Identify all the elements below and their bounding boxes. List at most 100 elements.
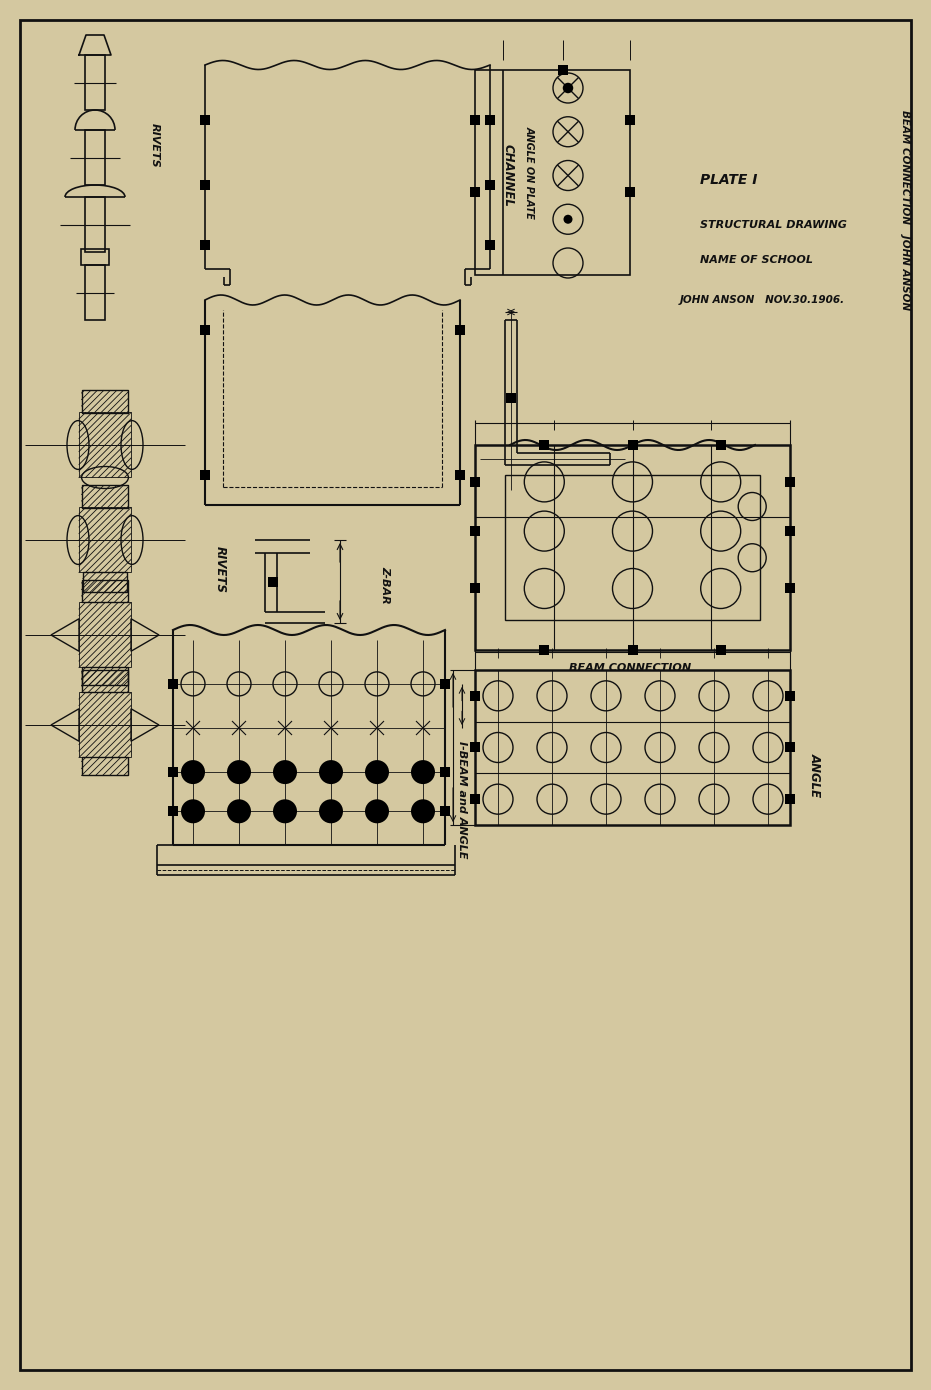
Bar [82,581,128,602]
Ellipse shape [82,467,128,488]
Bar [79,602,131,667]
Bar [168,767,178,777]
Bar [83,573,128,592]
Text: RIVETS: RIVETS [150,122,160,167]
Circle shape [411,799,435,823]
Bar [81,249,109,265]
Bar [470,115,480,125]
Bar [82,667,128,685]
Bar [440,767,450,777]
Bar [85,265,105,320]
Circle shape [562,83,573,93]
Bar [85,56,105,110]
Bar [539,441,549,450]
Bar [79,507,131,573]
Bar [485,179,495,190]
Circle shape [273,799,297,823]
Text: ANGLE ON PLATE: ANGLE ON PLATE [524,126,534,220]
Bar [475,670,790,826]
Bar [505,475,760,620]
Bar [470,477,480,486]
Circle shape [365,760,389,784]
Bar [785,794,795,805]
Bar [475,445,790,651]
Bar [470,742,480,752]
Bar [440,678,450,689]
Text: ANGLE: ANGLE [808,753,821,796]
Bar [82,758,128,776]
Circle shape [365,799,389,823]
Polygon shape [51,619,79,652]
Polygon shape [131,619,159,652]
Bar [440,806,450,816]
Bar [82,670,128,692]
Bar [455,470,465,480]
Bar [82,391,128,413]
Bar [83,573,128,592]
Bar [475,70,630,275]
Circle shape [411,760,435,784]
Bar [539,645,549,655]
Circle shape [181,760,205,784]
Circle shape [273,760,297,784]
Circle shape [227,760,251,784]
Bar [455,325,465,335]
Bar [82,758,128,776]
Bar [625,188,635,197]
Circle shape [181,799,205,823]
Circle shape [227,799,251,823]
Bar [200,115,210,125]
Bar [470,584,480,594]
Text: JOHN ANSON   NOV.30.1906.: JOHN ANSON NOV.30.1906. [680,295,845,304]
Bar [470,691,480,701]
Text: BEAM CONNECTION   JOHN ANSON: BEAM CONNECTION JOHN ANSON [900,110,910,310]
Bar [82,667,128,685]
Bar [785,525,795,537]
Circle shape [563,214,573,224]
Bar [82,391,128,413]
Bar [485,115,495,125]
Bar [79,692,131,758]
Bar [200,179,210,190]
Text: BEAM CONNECTION: BEAM CONNECTION [569,663,691,673]
Bar [168,806,178,816]
Text: NAME OF SCHOOL: NAME OF SCHOOL [700,254,813,265]
Bar [785,477,795,486]
Bar [625,115,635,125]
Bar [558,65,568,75]
Bar [785,691,795,701]
Bar [200,240,210,250]
Bar [200,325,210,335]
Bar [268,577,278,587]
Bar [79,413,131,478]
Bar [82,581,128,602]
Bar [785,742,795,752]
Circle shape [319,799,343,823]
Text: CHANNEL: CHANNEL [502,143,515,207]
Bar [168,678,178,689]
Bar [85,197,105,252]
Bar [506,393,516,403]
Text: STRUCTURAL DRAWING: STRUCTURAL DRAWING [700,220,847,229]
Circle shape [319,760,343,784]
Text: I-BEAM and ANGLE: I-BEAM and ANGLE [457,741,467,859]
Bar [785,584,795,594]
Text: PLATE I: PLATE I [700,172,758,188]
Bar [716,441,725,450]
Bar [470,525,480,537]
Polygon shape [51,709,79,741]
Text: RIVETS: RIVETS [213,546,226,594]
Bar [485,240,495,250]
Bar [470,794,480,805]
Bar [470,188,480,197]
Bar [85,131,105,185]
Bar [82,485,128,507]
Bar [716,645,725,655]
Bar [82,670,128,692]
Bar [200,470,210,480]
Bar [82,485,128,507]
Bar [627,645,638,655]
Polygon shape [131,709,159,741]
Text: Z-BAR: Z-BAR [380,566,390,603]
Bar [627,441,638,450]
